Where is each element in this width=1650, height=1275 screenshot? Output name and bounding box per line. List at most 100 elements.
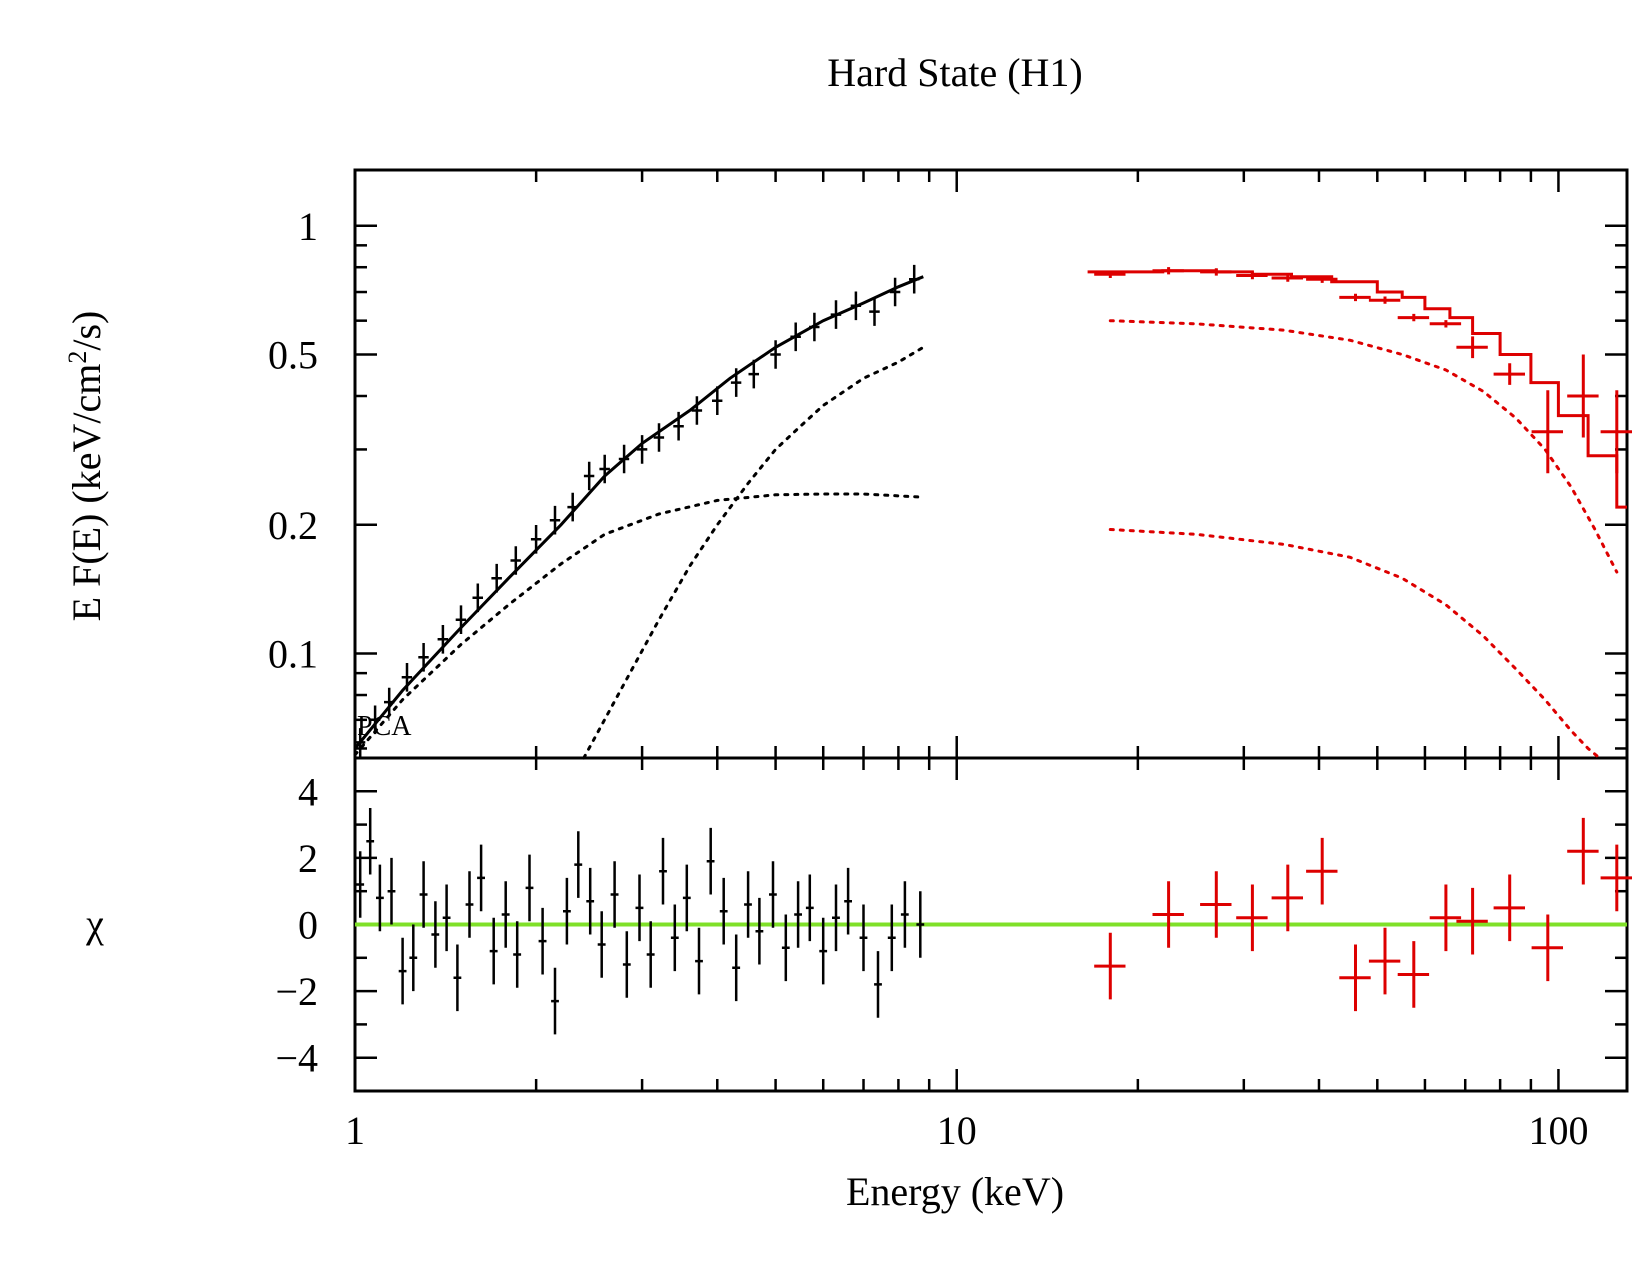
spectrum-y-tick-label-0.1: 0.1 xyxy=(268,632,318,677)
pca-data-point xyxy=(354,728,366,757)
pca-residual-point xyxy=(781,914,790,982)
pca-residual-point xyxy=(366,808,375,875)
spectrum-plot-area xyxy=(353,264,1632,760)
spectrum-y-tick-labels: 1 0.5 0.2 0.1 xyxy=(268,204,318,677)
pca-residual-point xyxy=(525,854,534,922)
hexte-data-point xyxy=(1094,270,1126,278)
pca-residual-point xyxy=(706,827,715,895)
pca-residual-point xyxy=(501,881,510,948)
pca-residual-point xyxy=(732,934,741,1002)
hexte-residual-point xyxy=(1600,844,1632,912)
pca-residual-point xyxy=(387,857,396,925)
pca-data-point xyxy=(730,368,742,397)
pca-residual-point xyxy=(916,891,925,958)
ylabel-superscript: 2 xyxy=(63,351,92,364)
pca-data-point xyxy=(599,454,610,484)
pca-data-point xyxy=(809,312,820,342)
hexte-residual-point xyxy=(1236,884,1268,952)
pca-residual-point xyxy=(597,911,606,978)
hexte-residual-point xyxy=(1531,914,1563,982)
pca-data-point xyxy=(869,297,880,326)
hexte-residual-point xyxy=(1152,881,1184,948)
hexte-data-point xyxy=(1339,293,1371,302)
pca-residual-point xyxy=(586,867,595,935)
hexte-data-point xyxy=(1429,320,1462,328)
pca-data-point xyxy=(369,705,381,735)
x-tick-label-1: 1 xyxy=(345,1108,365,1153)
pca-residual-point xyxy=(819,917,828,985)
pca-residual-point xyxy=(794,881,802,948)
hexte-dotted-component-1 xyxy=(1108,319,1619,574)
residual-y-tick-label-minus2: −2 xyxy=(275,969,318,1014)
pca-data-point xyxy=(712,386,723,415)
residual-y-tick-label-minus4: −4 xyxy=(275,1036,318,1081)
hexte-residual-point xyxy=(1493,874,1525,942)
pca-residual-point xyxy=(744,871,752,938)
residual-plot-area xyxy=(355,808,1632,1035)
pca-residual-point xyxy=(805,874,814,942)
pca-data-point xyxy=(653,423,665,452)
x-axis-label: Energy (keV) xyxy=(846,1169,1064,1214)
pca-model-line xyxy=(353,275,924,750)
spectrum-y-tick-label-0.5: 0.5 xyxy=(268,333,318,378)
pca-data-point xyxy=(530,525,542,554)
ylabel-main: E F(E) (keV/cm xyxy=(64,364,109,622)
hexte-data-point xyxy=(1271,274,1303,282)
pca-residual-point xyxy=(635,874,644,942)
ylabel-tail: /s) xyxy=(64,311,109,351)
pca-residual-point xyxy=(551,967,559,1035)
pca-data-point xyxy=(491,563,502,593)
spectrum-y-tick-label-0.2: 0.2 xyxy=(268,503,318,548)
spectrum-y-axis-ticks xyxy=(355,224,1627,750)
pca-residual-point xyxy=(398,937,407,1005)
pca-residual-point xyxy=(659,837,667,905)
hexte-data-point xyxy=(1306,275,1338,283)
pca-dotted-component-1 xyxy=(353,492,925,757)
hexte-residual-point xyxy=(1567,817,1599,885)
spectrum-panel-frame xyxy=(353,168,1629,760)
hexte-residual-point xyxy=(1339,944,1371,1012)
hexte-data-point xyxy=(1200,268,1232,276)
pca-residual-point xyxy=(887,904,896,972)
pca-data-point xyxy=(830,300,842,329)
pca-residual-point xyxy=(769,861,777,928)
residual-y-tick-label-2: 2 xyxy=(298,836,318,881)
pca-data-point xyxy=(549,505,561,535)
pca-data-point xyxy=(850,291,862,321)
pca-residual-point xyxy=(695,927,703,995)
pca-residual-point xyxy=(563,877,571,945)
hexte-residual-point xyxy=(1368,927,1401,995)
pca-residual-point xyxy=(610,861,619,928)
hexte-data-point xyxy=(1600,390,1632,474)
pca-residual-point xyxy=(682,864,691,932)
pca-residual-point xyxy=(670,904,679,972)
hexte-residual-point xyxy=(1397,941,1430,1008)
pca-data-point xyxy=(770,340,781,369)
x-axis-tick-labels: 1 10 100 xyxy=(345,1108,1588,1153)
residual-y-tick-label-0: 0 xyxy=(298,903,318,948)
spectrum-y-tick-label-1: 1 xyxy=(298,204,318,249)
pca-data-point xyxy=(673,411,684,441)
pca-data-point xyxy=(790,322,801,352)
x-tick-label-10: 10 xyxy=(937,1108,977,1153)
pca-data-point xyxy=(636,435,648,464)
x-axis-ticks xyxy=(353,170,1560,1091)
pca-residual-point xyxy=(859,904,868,972)
hexte-residual-point xyxy=(1094,932,1126,1000)
pca-data-point xyxy=(437,625,449,654)
pca-residual-point xyxy=(574,831,583,898)
pca-data-point xyxy=(510,546,521,575)
pca-data-point xyxy=(384,687,395,717)
hexte-dotted-component-2 xyxy=(1108,528,1601,760)
pca-residual-point xyxy=(622,931,631,998)
pca-residual-point xyxy=(646,921,655,988)
pca-data-point xyxy=(889,277,901,307)
pca-residual-point xyxy=(409,924,418,992)
hexte-data-point xyxy=(1397,313,1430,322)
pca-residual-point xyxy=(755,897,764,965)
hexte-data-point xyxy=(1152,267,1184,275)
hexte-data-point xyxy=(1493,363,1525,385)
pca-data-point xyxy=(455,605,467,634)
residual-y-axis-label: χ xyxy=(85,901,104,946)
